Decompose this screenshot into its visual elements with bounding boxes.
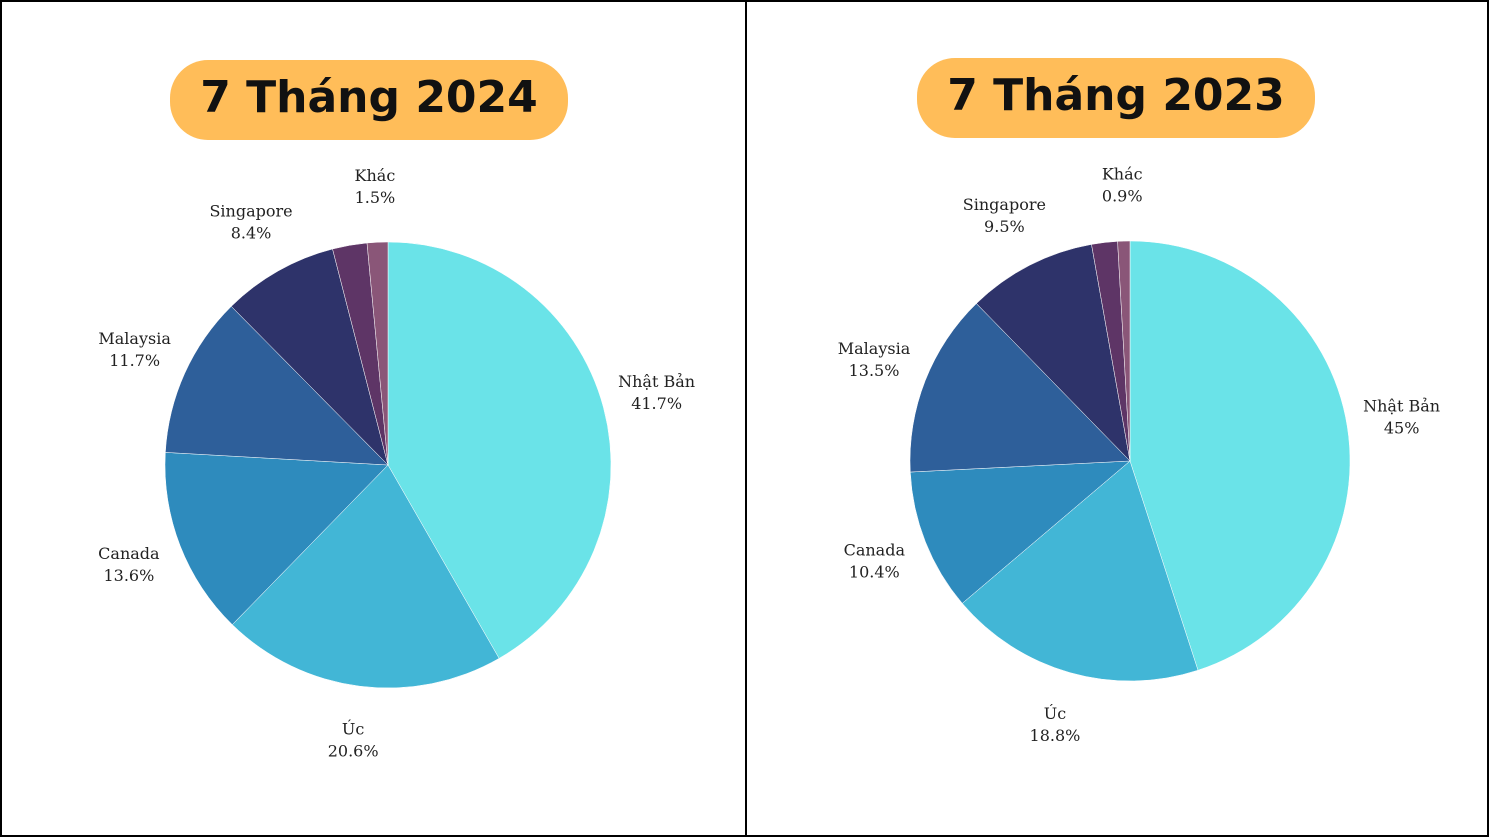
pie-slice: [910, 460, 1131, 604]
slice-value-label: 18.8%: [1030, 726, 1081, 745]
slice-value-label: 8.4%: [231, 224, 272, 243]
slice-label: Nhật Bản: [1363, 396, 1440, 415]
pie-slice: [230, 248, 389, 466]
slice-value-label: 1.5%: [355, 188, 396, 207]
slice-value-label: 41.7%: [631, 394, 682, 413]
pie-slice: [961, 460, 1199, 682]
slice-label: Malaysia: [838, 339, 911, 358]
title-pill: [170, 60, 568, 140]
slice-label: Singapore: [209, 202, 292, 221]
pie-slice: [387, 241, 612, 659]
slice-label: Úc: [342, 718, 364, 738]
slice-value-label: 20.6%: [328, 741, 379, 760]
pie-slice: [909, 303, 1131, 473]
slice-value-label: 9.5%: [984, 217, 1025, 236]
pie-slice: [231, 464, 500, 689]
pie-slice: [366, 241, 389, 466]
slice-label: Canada: [98, 544, 160, 563]
slice-label: Nhật Bản: [618, 372, 695, 391]
chart-title: 7 Tháng 2024: [200, 72, 538, 123]
slice-label: Canada: [844, 541, 906, 560]
slice-label: Úc: [1044, 703, 1066, 723]
pie-slice: [1117, 240, 1131, 462]
pie-slice: [976, 244, 1131, 462]
chart-title: 7 Tháng 2023: [947, 70, 1285, 121]
slice-label: Singapore: [963, 195, 1046, 214]
slice-value-label: 13.5%: [849, 361, 900, 380]
slice-value-label: 13.6%: [103, 566, 154, 585]
slice-label: Malaysia: [98, 329, 171, 348]
pie-slice: [1129, 240, 1351, 671]
pie-slice: [164, 452, 389, 626]
slice-value-label: 10.4%: [849, 563, 900, 582]
slice-label: Khác: [1102, 165, 1143, 184]
slice-value-label: 11.7%: [109, 351, 160, 370]
slice-value-label: 0.9%: [1102, 187, 1143, 206]
title-pill: [917, 58, 1315, 138]
slice-label: Khác: [355, 166, 396, 185]
slice-value-label: 45%: [1384, 418, 1420, 437]
pie-slice: [165, 305, 389, 466]
